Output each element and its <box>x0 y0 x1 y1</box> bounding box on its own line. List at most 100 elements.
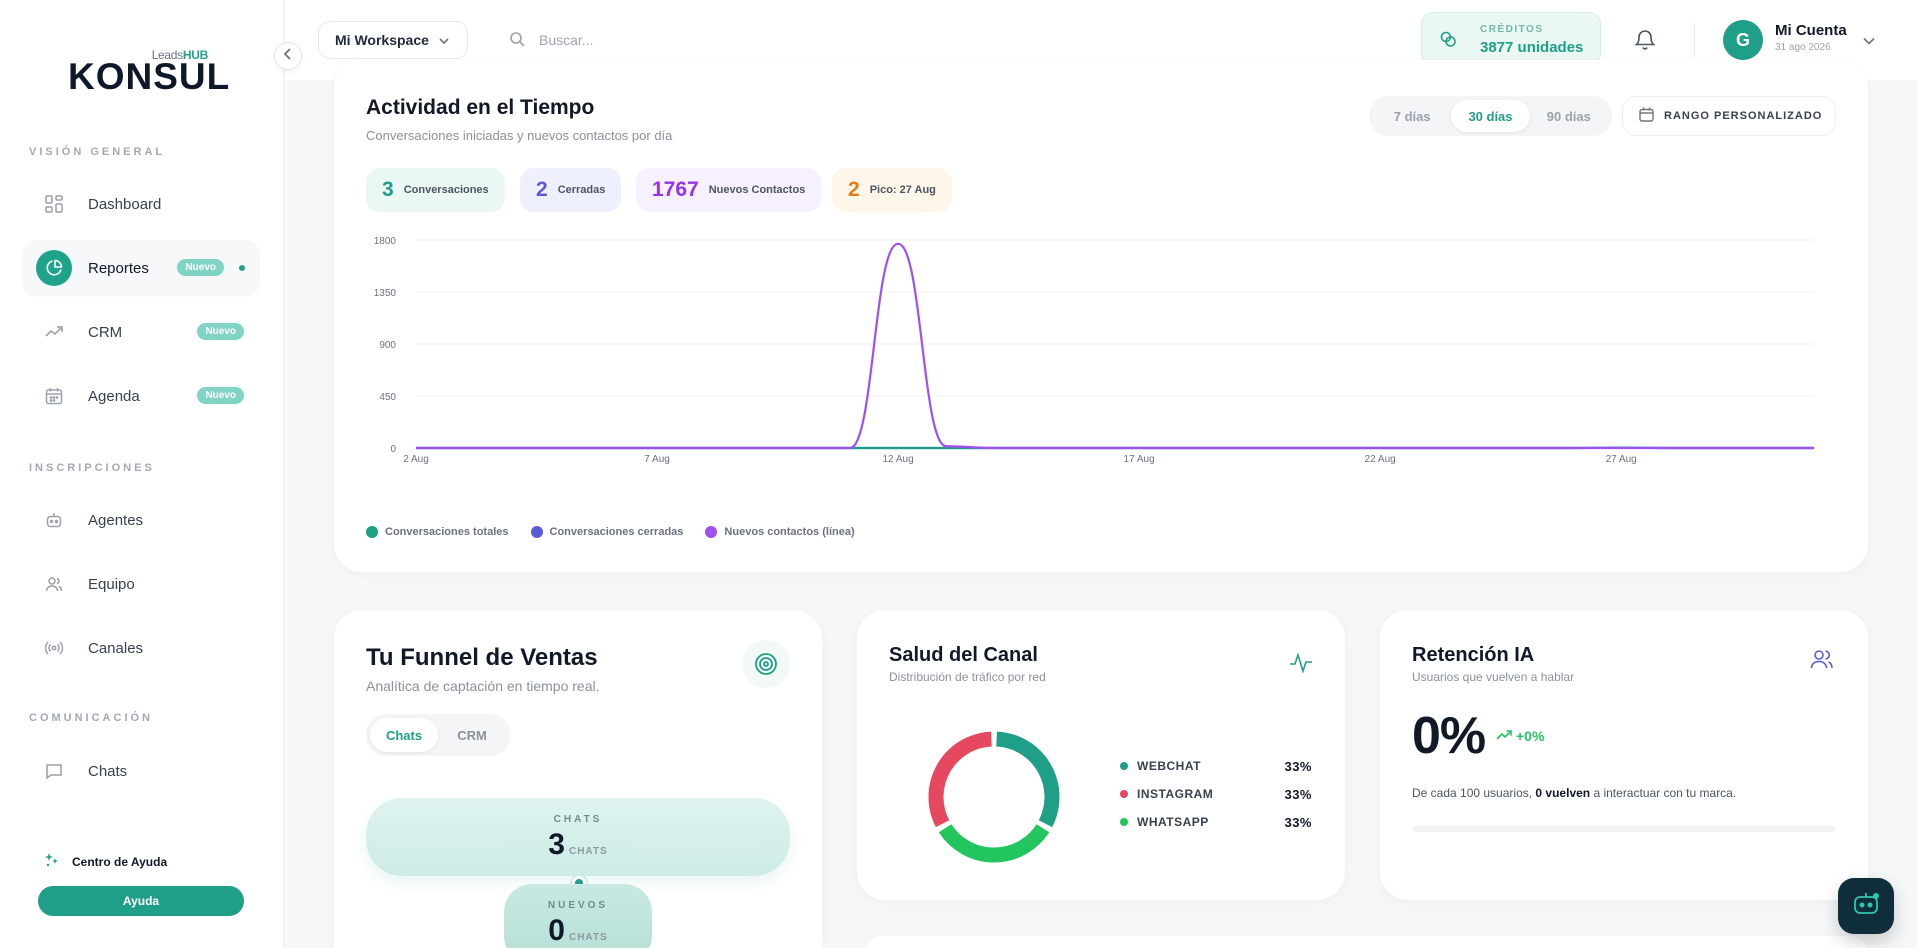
channel-swatch <box>1120 818 1128 826</box>
sidebar-item-label: Agentes <box>88 511 144 529</box>
range-7-days[interactable]: 7 días <box>1393 108 1431 124</box>
retention-subtitle: Usuarios que vuelven a hablar <box>1412 670 1575 684</box>
stage-value: 0 CHATS <box>548 914 608 947</box>
search-input[interactable] <box>539 32 839 48</box>
x-tick-label: 2 Aug <box>403 454 429 465</box>
brand-logo[interactable]: LeadsHUB KONSUL <box>68 48 229 97</box>
sidebar-item-label: Reportes <box>88 259 149 277</box>
tab-chats[interactable]: Chats <box>370 718 438 752</box>
next-card-peek <box>864 936 1868 948</box>
sidebar-item-label: Equipo <box>88 575 135 593</box>
sparkle-icon <box>44 852 60 871</box>
retention-card: Retención IA Usuarios que vuelven a habl… <box>1380 610 1868 900</box>
stat-value: 3 <box>382 178 394 201</box>
channel-row-webchat: WEBCHAT 33% <box>1120 752 1312 780</box>
collapse-sidebar-button[interactable] <box>274 42 302 70</box>
sidebar-item-dashboard[interactable]: Dashboard <box>22 176 260 232</box>
search-bar <box>503 20 883 60</box>
account-name: Mi Cuenta <box>1775 22 1847 39</box>
logo-wordmark: KONSUL <box>68 56 231 97</box>
funnel-subtitle: Analítica de captación en tiempo real. <box>366 678 600 694</box>
stat-label: Conversaciones <box>403 184 489 196</box>
channel-name: WEBCHAT <box>1137 759 1201 773</box>
new-badge: Nuevo <box>197 323 244 340</box>
avatar[interactable]: G <box>1723 20 1763 60</box>
credits-label: CRÉDITOS <box>1480 24 1544 35</box>
funnel-card: Tu Funnel de Ventas Analítica de captaci… <box>334 610 822 948</box>
stat-value: 2 <box>536 178 548 201</box>
help-center[interactable]: Centro de Ayuda <box>44 852 167 871</box>
sidebar: LeadsHUB KONSUL VISIÓN GENERAL Dashboard… <box>0 0 284 948</box>
chart-legend: Conversaciones totales Conversaciones ce… <box>366 526 855 538</box>
retention-trend: +0% <box>1496 728 1544 744</box>
stage-label: CHATS <box>553 814 603 825</box>
legend-item[interactable]: Conversaciones totales <box>366 526 509 538</box>
target-icon <box>742 640 790 688</box>
sidebar-item-agenda[interactable]: Agenda Nuevo <box>22 368 260 424</box>
donut-slice-webchat[interactable] <box>995 731 1060 828</box>
users-icon <box>1810 648 1834 675</box>
custom-range-button[interactable]: RANGO PERSONALIZADO <box>1622 96 1836 136</box>
channel-pct: 33% <box>1284 786 1312 802</box>
series-line <box>416 242 1814 450</box>
calendar-icon <box>36 378 72 414</box>
account-date: 31 ago 2026 <box>1775 42 1831 53</box>
account-menu[interactable]: Mi Cuenta 31 ago 2026 <box>1775 22 1847 53</box>
stage-label: NUEVOS <box>547 900 609 911</box>
channel-row-instagram: INSTAGRAM 33% <box>1120 780 1312 808</box>
help-button[interactable]: Ayuda <box>38 886 244 916</box>
funnel-stage-nuevos[interactable]: NUEVOS 0 CHATS <box>504 884 652 948</box>
x-tick-label: 12 Aug <box>882 454 913 465</box>
x-tick-label: 27 Aug <box>1606 454 1637 465</box>
y-tick-label: 450 <box>379 392 396 403</box>
legend-item[interactable]: Conversaciones cerradas <box>530 526 683 538</box>
stat-label: Cerradas <box>557 184 606 196</box>
sidebar-item-agentes[interactable]: Agentes <box>22 492 260 548</box>
sidebar-item-canales[interactable]: Canales <box>22 620 260 676</box>
broadcast-icon <box>36 630 72 666</box>
channel-row-whatsapp: WHATSAPP 33% <box>1120 808 1312 836</box>
activity-pulse-icon <box>1289 652 1313 679</box>
range-selector: 7 días 30 días 90 días <box>1369 96 1612 136</box>
stat-label: Pico: 27 Aug <box>869 184 936 196</box>
ai-assistant-button[interactable] <box>1838 878 1894 934</box>
legend-item[interactable]: Nuevos contactos (línea) <box>705 526 855 538</box>
channel-list: WEBCHAT 33% INSTAGRAM 33% WHATSAPP 33% <box>1120 752 1312 836</box>
custom-range-label: RANGO PERSONALIZADO <box>1664 110 1823 122</box>
new-badge: Nuevo <box>177 259 224 276</box>
sidebar-item-crm[interactable]: CRM Nuevo <box>22 304 260 360</box>
legend-swatch <box>366 526 378 538</box>
funnel-tabs: Chats CRM <box>366 714 510 756</box>
channel-name: WHATSAPP <box>1137 815 1209 829</box>
credits-widget[interactable]: CRÉDITOS 3877 unidades <box>1421 12 1601 66</box>
bell-icon[interactable] <box>1633 28 1657 55</box>
legend-swatch <box>530 526 543 538</box>
chevron-down-icon[interactable] <box>1863 32 1875 50</box>
sidebar-item-reportes[interactable]: Reportes Nuevo <box>22 240 260 296</box>
retention-title: Retención IA <box>1412 644 1535 666</box>
workspace-selector[interactable]: Mi Workspace <box>318 21 468 59</box>
calendar-icon <box>1639 107 1654 125</box>
legend-label: Conversaciones totales <box>385 526 509 538</box>
channel-pct: 33% <box>1284 758 1312 774</box>
retention-value: 0% <box>1412 707 1486 765</box>
active-indicator <box>239 265 245 271</box>
donut-slice-instagram[interactable] <box>928 731 993 828</box>
funnel-stage-chats[interactable]: CHATS 3 CHATS <box>366 798 790 876</box>
channel-health-card: Salud del Canal Distribución de tráfico … <box>857 610 1345 900</box>
y-tick-label: 0 <box>390 444 396 455</box>
donut-slice-whatsapp[interactable] <box>938 823 1050 863</box>
funnel-title: Tu Funnel de Ventas <box>366 644 598 671</box>
channel-pct: 33% <box>1284 814 1312 830</box>
sidebar-item-equipo[interactable]: Equipo <box>22 556 260 612</box>
legend-label: Nuevos contactos (línea) <box>724 526 855 538</box>
range-30-days[interactable]: 30 días <box>1451 100 1530 132</box>
sidebar-item-chats[interactable]: Chats <box>22 743 260 799</box>
tab-crm[interactable]: CRM <box>457 727 487 743</box>
activity-title: Actividad en el Tiempo <box>366 96 595 119</box>
stat-value: 2 <box>848 178 860 201</box>
logo-leadshub: LeadsHUB <box>151 48 209 62</box>
channel-swatch <box>1120 762 1128 770</box>
stage-value: 3 CHATS <box>548 828 608 861</box>
range-90-days[interactable]: 90 días <box>1546 108 1591 124</box>
